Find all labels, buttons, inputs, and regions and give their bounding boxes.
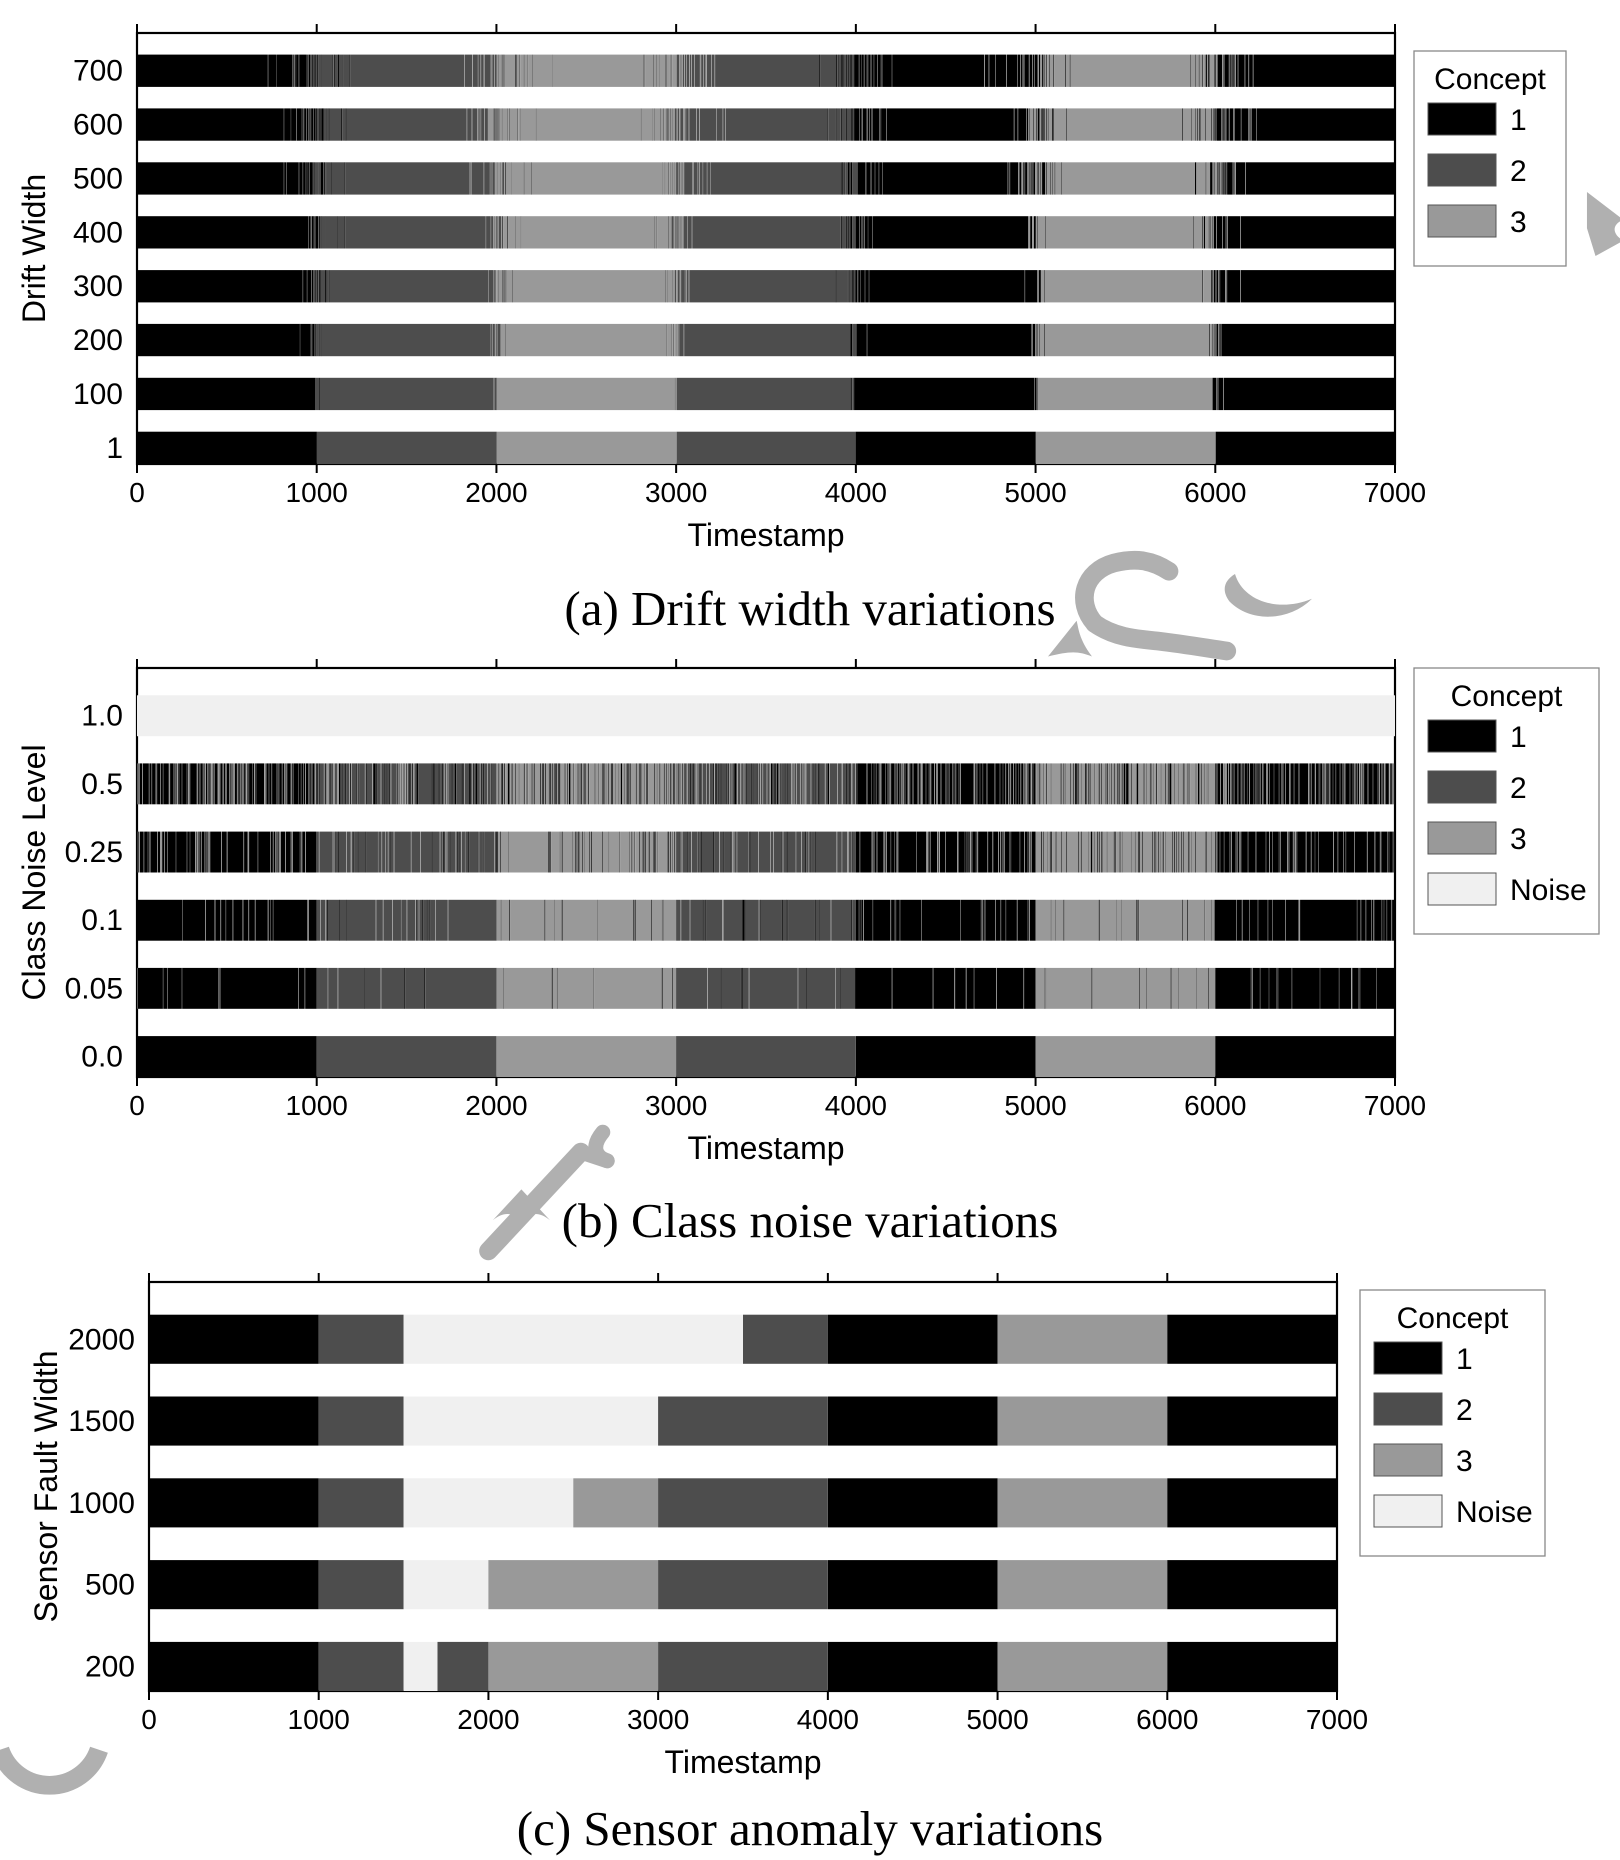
svg-text:1500: 1500 bbox=[68, 1405, 135, 1438]
svg-text:Concept: Concept bbox=[1451, 680, 1563, 713]
svg-text:7000: 7000 bbox=[1364, 477, 1426, 508]
svg-text:1: 1 bbox=[1510, 721, 1527, 754]
svg-text:500: 500 bbox=[73, 162, 123, 195]
svg-text:Concept: Concept bbox=[1434, 63, 1546, 96]
svg-text:7000: 7000 bbox=[1306, 1704, 1368, 1735]
svg-text:5000: 5000 bbox=[1004, 477, 1066, 508]
svg-text:1000: 1000 bbox=[286, 477, 348, 508]
svg-text:1.0: 1.0 bbox=[81, 700, 123, 733]
svg-text:0.1: 0.1 bbox=[81, 904, 123, 937]
svg-text:6000: 6000 bbox=[1136, 1704, 1198, 1735]
svg-text:4000: 4000 bbox=[825, 1090, 887, 1121]
svg-text:3000: 3000 bbox=[645, 477, 707, 508]
svg-text:2000: 2000 bbox=[465, 477, 527, 508]
svg-text:Drift Width: Drift Width bbox=[16, 174, 52, 323]
svg-text:3: 3 bbox=[1510, 206, 1527, 239]
svg-text:0: 0 bbox=[141, 1704, 157, 1735]
svg-text:700: 700 bbox=[73, 55, 123, 88]
svg-text:Timestamp: Timestamp bbox=[687, 517, 844, 553]
svg-text:0.05: 0.05 bbox=[65, 972, 123, 1005]
svg-text:1: 1 bbox=[106, 432, 123, 465]
svg-text:1000: 1000 bbox=[68, 1487, 135, 1520]
svg-text:2000: 2000 bbox=[68, 1323, 135, 1356]
svg-text:4000: 4000 bbox=[797, 1704, 859, 1735]
svg-text:6000: 6000 bbox=[1184, 477, 1246, 508]
svg-text:300: 300 bbox=[73, 270, 123, 303]
svg-text:Noise: Noise bbox=[1510, 874, 1587, 907]
svg-text:2000: 2000 bbox=[457, 1704, 519, 1735]
svg-text:200: 200 bbox=[85, 1650, 135, 1683]
svg-text:400: 400 bbox=[73, 216, 123, 249]
svg-text:0.0: 0.0 bbox=[81, 1041, 123, 1074]
svg-text:Timestamp: Timestamp bbox=[664, 1744, 821, 1780]
svg-text:1000: 1000 bbox=[286, 1090, 348, 1121]
svg-text:100: 100 bbox=[73, 378, 123, 411]
svg-text:3: 3 bbox=[1456, 1445, 1473, 1478]
svg-text:3000: 3000 bbox=[645, 1090, 707, 1121]
svg-text:Timestamp: Timestamp bbox=[687, 1130, 844, 1166]
svg-text:1: 1 bbox=[1510, 104, 1527, 137]
svg-text:500: 500 bbox=[85, 1569, 135, 1602]
svg-text:600: 600 bbox=[73, 109, 123, 142]
svg-text:6000: 6000 bbox=[1184, 1090, 1246, 1121]
svg-text:200: 200 bbox=[73, 324, 123, 357]
svg-text:2: 2 bbox=[1510, 772, 1527, 805]
svg-text:Class Noise Level: Class Noise Level bbox=[16, 744, 52, 1000]
svg-text:2: 2 bbox=[1510, 155, 1527, 188]
svg-text:7000: 7000 bbox=[1364, 1090, 1426, 1121]
svg-text:3: 3 bbox=[1510, 823, 1527, 856]
svg-text:4000: 4000 bbox=[825, 477, 887, 508]
svg-text:Concept: Concept bbox=[1397, 1302, 1509, 1335]
svg-text:Sensor Fault Width: Sensor Fault Width bbox=[28, 1350, 64, 1622]
svg-text:1000: 1000 bbox=[288, 1704, 350, 1735]
svg-text:3000: 3000 bbox=[627, 1704, 689, 1735]
svg-text:0.5: 0.5 bbox=[81, 768, 123, 801]
svg-text:1: 1 bbox=[1456, 1343, 1473, 1376]
svg-text:0: 0 bbox=[129, 477, 145, 508]
svg-text:2000: 2000 bbox=[465, 1090, 527, 1121]
svg-text:5000: 5000 bbox=[1004, 1090, 1066, 1121]
svg-text:5000: 5000 bbox=[966, 1704, 1028, 1735]
svg-text:0: 0 bbox=[129, 1090, 145, 1121]
svg-text:Noise: Noise bbox=[1456, 1496, 1533, 1529]
svg-text:0.25: 0.25 bbox=[65, 836, 123, 869]
svg-text:2: 2 bbox=[1456, 1394, 1473, 1427]
